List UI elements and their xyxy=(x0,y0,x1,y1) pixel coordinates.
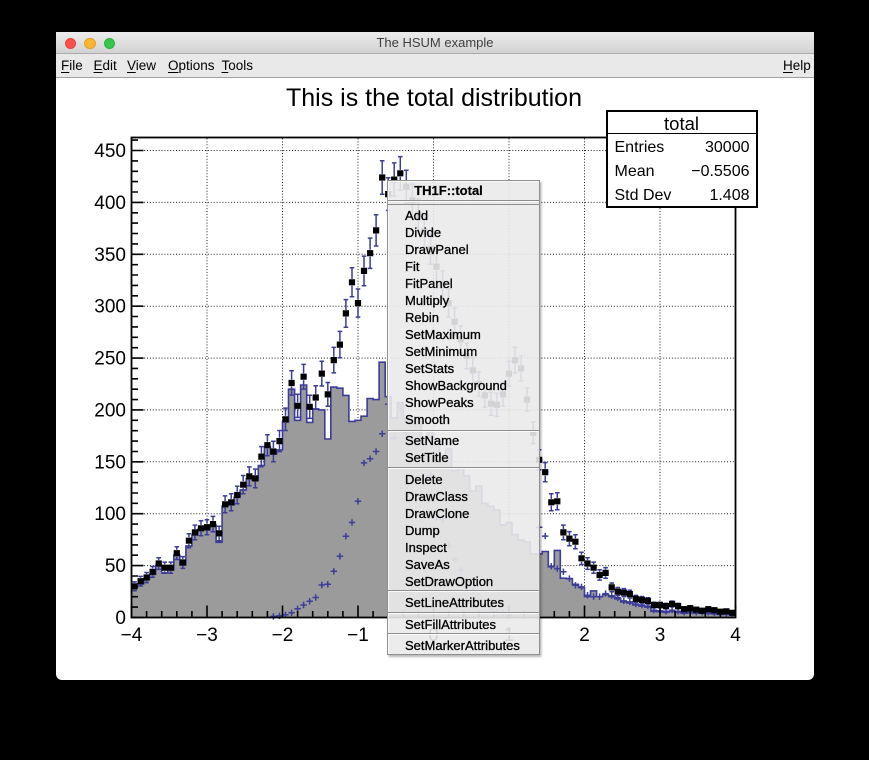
svg-text:This is the total distribution: This is the total distribution xyxy=(286,84,582,112)
svg-text:3: 3 xyxy=(655,625,666,646)
svg-text:250: 250 xyxy=(94,349,126,370)
svg-text:0: 0 xyxy=(115,608,126,629)
svg-text:−1: −1 xyxy=(347,625,369,646)
svg-text:2: 2 xyxy=(579,625,590,646)
svg-text:−4: −4 xyxy=(121,625,143,646)
svg-text:350: 350 xyxy=(94,245,126,266)
svg-text:200: 200 xyxy=(94,400,126,421)
svg-text:400: 400 xyxy=(94,193,126,214)
svg-text:4: 4 xyxy=(730,625,741,646)
svg-text:300: 300 xyxy=(94,297,126,318)
svg-text:150: 150 xyxy=(94,452,126,473)
svg-text:100: 100 xyxy=(94,504,126,525)
svg-text:450: 450 xyxy=(94,141,126,162)
svg-text:50: 50 xyxy=(105,556,126,577)
svg-text:−2: −2 xyxy=(272,625,294,646)
svg-text:−3: −3 xyxy=(196,625,218,646)
